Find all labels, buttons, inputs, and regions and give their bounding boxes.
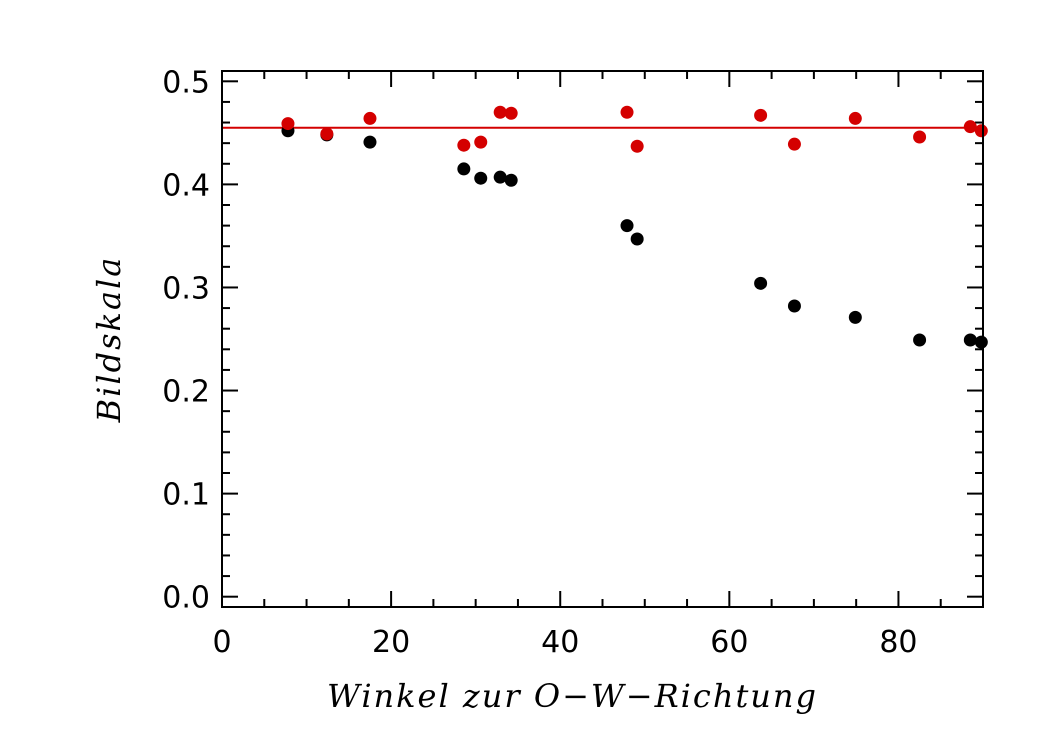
- black-data-point: [504, 173, 518, 187]
- black-data-point: [630, 232, 644, 246]
- axis-ticks: [221, 71, 984, 607]
- y-tick-label: 0.3: [162, 271, 210, 306]
- x-tick-label: 80: [879, 625, 917, 660]
- y-tick-label: 0.1: [162, 478, 210, 513]
- red-data-point: [457, 138, 471, 152]
- x-tick-label: 40: [541, 625, 579, 660]
- x-tick-label: 20: [372, 625, 410, 660]
- red-data-point: [493, 105, 507, 119]
- red-data-point: [787, 137, 801, 151]
- black-data-point: [493, 170, 507, 184]
- y-tick-label: 0.4: [162, 168, 210, 203]
- red-data-point: [963, 120, 977, 134]
- red-data-point: [320, 127, 334, 141]
- tick-labels: 0 20 40 60 80 0.0 0.1 0.2 0.3 0.4 0.5: [162, 65, 917, 660]
- x-axis-title: Winkel zur O−W−Richtung: [327, 677, 818, 715]
- red-data-point: [474, 135, 488, 149]
- red-data-point: [974, 124, 988, 138]
- y-tick-label: 0.5: [162, 65, 210, 100]
- red-data-point: [848, 111, 862, 125]
- red-data-point: [363, 111, 377, 125]
- black-data-point: [787, 299, 801, 313]
- black-data-point: [457, 162, 471, 176]
- x-tick-label: 0: [212, 625, 231, 660]
- red-data-point: [504, 106, 518, 120]
- red-data-point: [281, 117, 295, 131]
- x-tick-label: 60: [710, 625, 748, 660]
- y-tick-label: 0.2: [162, 375, 210, 410]
- black-data-point: [963, 333, 977, 347]
- data-points: [281, 105, 988, 349]
- black-data-point: [974, 335, 988, 349]
- black-data-point: [363, 135, 377, 149]
- black-data-point: [913, 333, 927, 347]
- red-data-point: [754, 108, 768, 122]
- black-data-point: [754, 276, 768, 290]
- black-data-point: [474, 171, 488, 185]
- plot-frame: [221, 70, 984, 608]
- red-data-point: [913, 130, 927, 144]
- black-data-point: [620, 219, 634, 233]
- red-data-point: [620, 105, 634, 119]
- red-data-point: [630, 139, 644, 153]
- y-tick-label: 0.0: [162, 581, 210, 616]
- black-data-point: [848, 310, 862, 324]
- y-axis-title: Bildskala: [90, 256, 128, 424]
